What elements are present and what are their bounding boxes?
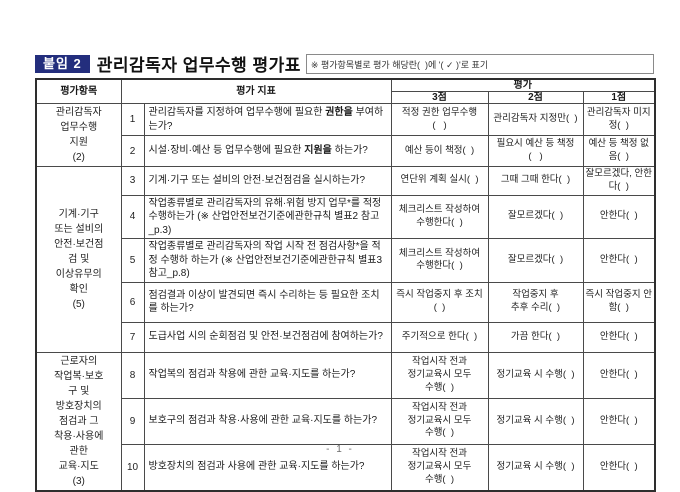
score1-cell[interactable]: 안한다( ) [582, 238, 656, 283]
indicator-text: 점검결과 이상이 발견되면 즉시 수리하는 등 필요한 조치를 하는가? [148, 289, 380, 315]
row-number: 8 [120, 351, 145, 399]
row-number: 1 [120, 102, 145, 137]
indicator-text: 부여하는가? [148, 107, 384, 132]
score1-cell[interactable]: 안한다( ) [582, 351, 656, 399]
table-body: 관리감독자 업무수행 지원 (2) 1 관리감독자를 지정하여 업무수행에 필요한 … [35, 102, 656, 492]
score3-cell[interactable]: 예산 등이 책정( ) [390, 135, 489, 167]
indicator-cell: 기계·기구 또는 설비의 안전·보건점검을 실시하는가? [143, 166, 392, 196]
table-row: 2 시설·장비·예산 등 업무수행에 필요한 지원을 하는가? 예산 등이 책정( … [36, 135, 656, 167]
indicator-cell: 작업종류별로 관리감독자의 유해·위험 방지 업무*를 적정 수행하는가 (※ … [143, 194, 392, 240]
indicator-text: 관리감독자를 지정하여 업무수행에 필요한 [148, 107, 326, 119]
score1-cell[interactable]: 예산 등 책정 없음( ) [582, 135, 656, 167]
row-number: 6 [120, 281, 145, 323]
header-indicator: 평가 지표 [120, 78, 392, 104]
header-score-3: 3점 [390, 91, 489, 104]
score3-cell[interactable]: 체크리스트 작성하여 수행한다( ) [390, 194, 489, 240]
indicator-text: 작업종류별로 관리감독자의 유해·위험 방지 업무*를 적정 수행하는가 (※ … [148, 197, 382, 236]
score3-cell[interactable]: 적정 권한 업무수행 ( ) [390, 102, 489, 137]
table-row: 근로자의 작업복·보호 구 및 방호장치의 점검과 그 착용·사용에 관한 교육… [35, 351, 656, 492]
document-sheet: 붙임 2 관리감독자 업무수행 평가표 ※ 평가항목별로 평가 해당란( )에 … [35, 51, 656, 492]
evaluation-table: 평가항목 평가 지표 평가 3점 2점 1점 관리감독자 업무수행 지원 (2)… [35, 78, 656, 492]
category-cell: 기계·기구 또는 설비의 안전·보건점 검 및 이상유무의 확인 (5) [35, 166, 122, 353]
table-row: 7 도급사업 시의 순회점검 및 안전·보건점검에 참여하는가? 주기적으로 한다(… [36, 321, 656, 353]
row-number: 9 [120, 397, 145, 445]
score3-cell[interactable]: 주기적으로 한다( ) [390, 321, 489, 353]
score2-cell[interactable]: 그때 그때 한다( ) [487, 166, 584, 196]
indicator-text: 보호구의 점검과 착용·사용에 관한 교육·지도를 하는가? [148, 415, 378, 427]
score3-cell[interactable]: 작업시작 전과 정기교육시 모두 수행( ) [390, 397, 489, 445]
document-header: 붙임 2 관리감독자 업무수행 평가표 ※ 평가항목별로 평가 해당란( )에 … [35, 51, 654, 76]
indicator-cell: 시설·장비·예산 등 업무수행에 필요한 지원을 하는가? [143, 135, 392, 167]
score1-cell[interactable]: 즉시 작업중지 안함( ) [582, 281, 656, 323]
indicator-text: 기계·기구 또는 설비의 안전·보건점검을 실시하는가? [148, 175, 366, 187]
header-score-2: 2점 [487, 91, 584, 104]
header-score-1: 1점 [582, 91, 656, 104]
indicator-text: 시설·장비·예산 등 업무수행에 필요한 [148, 145, 305, 157]
score2-cell[interactable]: 정기교육 시 수행( ) [487, 351, 584, 399]
indicator-text: 방호장치의 점검과 사용에 관한 교육·지도를 하는가? [148, 461, 365, 473]
score3-cell[interactable]: 작업시작 전과 정기교육시 모두 수행( ) [390, 351, 489, 399]
score2-cell[interactable]: 관리감독자 지정만( ) [487, 102, 584, 137]
score1-cell[interactable]: 안한다( ) [582, 321, 656, 353]
indicator-cell: 보호구의 점검과 착용·사용에 관한 교육·지도를 하는가? [143, 397, 392, 445]
indicator-text: 작업복의 점검과 착용에 관한 교육·지도를 하는가? [148, 369, 356, 381]
header-evaluation: 평가 [390, 78, 656, 92]
category-cell: 근로자의 작업복·보호 구 및 방호장치의 점검과 그 착용·사용에 관한 교육… [35, 351, 122, 492]
page-number: - 1 - [326, 444, 354, 455]
score1-cell[interactable]: 잘모르겠다, 안한다( ) [582, 166, 656, 196]
indicator-text: 작업종류별로 관리감독자의 작업 시작 전 점검사항*을 적정 수행하 하는가 … [148, 241, 383, 280]
table-row: 6 점검결과 이상이 발견되면 즉시 수리하는 등 필요한 조치를 하는가? 즉시 … [36, 281, 656, 323]
indicator-cell: 작업종류별로 관리감독자의 작업 시작 전 점검사항*을 적정 수행하 하는가 … [143, 238, 392, 283]
row-number: 4 [120, 194, 145, 240]
table-row: 기계·기구 또는 설비의 안전·보건점 검 및 이상유무의 확인 (5) 3 기계·… [35, 166, 656, 353]
score2-cell[interactable]: 정기교육 시 수행( ) [487, 397, 584, 445]
page-title: 관리감독자 업무수행 평가표 [96, 56, 301, 75]
table-row: 4 작업종류별로 관리감독자의 유해·위험 방지 업무*를 적정 수행하는가 (※… [36, 194, 656, 240]
table-row: 5 작업종류별로 관리감독자의 작업 시작 전 점검사항*을 적정 수행하 하는가… [36, 238, 656, 283]
score1-cell[interactable]: 관리감독자 미지정( ) [582, 102, 656, 137]
indicator-cell: 점검결과 이상이 발견되면 즉시 수리하는 등 필요한 조치를 하는가? [143, 281, 392, 323]
indicator-text: 도급사업 시의 순회점검 및 안전·보건점검에 참여하는가? [148, 331, 383, 343]
score1-cell[interactable]: 안한다( ) [582, 194, 656, 240]
row-number: 5 [120, 238, 145, 283]
table-row: 9 보호구의 점검과 착용·사용에 관한 교육·지도를 하는가? 작업시작 전과 정… [36, 397, 656, 445]
indicator-keyword: 지원을 [304, 145, 332, 157]
score2-cell[interactable]: 잘모르겠다( ) [487, 238, 584, 283]
table-header-row: 평가항목 평가 지표 평가 [35, 78, 656, 104]
row-number: 7 [120, 321, 145, 353]
score3-cell[interactable]: 즉시 작업중지 후 조치( ) [390, 281, 489, 323]
header-category: 평가항목 [35, 78, 122, 104]
attachment-badge: 붙임 2 [35, 54, 90, 73]
indicator-keyword: 권한을 [325, 107, 353, 119]
marking-instruction-note: ※ 평가항목별로 평가 해당란( )에 '( ✓ )'로 표기 [305, 53, 654, 74]
indicator-cell: 작업복의 점검과 착용에 관한 교육·지도를 하는가? [143, 351, 392, 399]
category-cell: 관리감독자 업무수행 지원 (2) [35, 103, 122, 167]
score2-cell[interactable]: 작업중지 후 추후 수리( ) [487, 281, 584, 323]
score2-cell[interactable]: 잘모르겠다( ) [487, 194, 584, 240]
score3-cell[interactable]: 연단위 계획 실시( ) [390, 166, 489, 196]
score1-cell[interactable]: 안한다( ) [582, 397, 656, 445]
score2-cell[interactable]: 필요시 예산 등 책정 ( ) [487, 135, 584, 167]
indicator-cell: 도급사업 시의 순회점검 및 안전·보건점검에 참여하는가? [143, 321, 392, 353]
indicator-cell: 관리감독자를 지정하여 업무수행에 필요한 권한을 부여하는가? [143, 102, 392, 137]
indicator-text: 하는가? [331, 145, 368, 157]
table-row: 관리감독자 업무수행 지원 (2) 1 관리감독자를 지정하여 업무수행에 필요한 … [35, 102, 656, 167]
table-header-scores-row: 3점 2점 1점 [36, 91, 656, 104]
score2-cell[interactable]: 가끔 한다( ) [487, 321, 584, 353]
row-number: 3 [120, 166, 145, 196]
score3-cell[interactable]: 체크리스트 작성하여 수행한다( ) [390, 238, 489, 283]
row-number: 2 [120, 135, 145, 167]
